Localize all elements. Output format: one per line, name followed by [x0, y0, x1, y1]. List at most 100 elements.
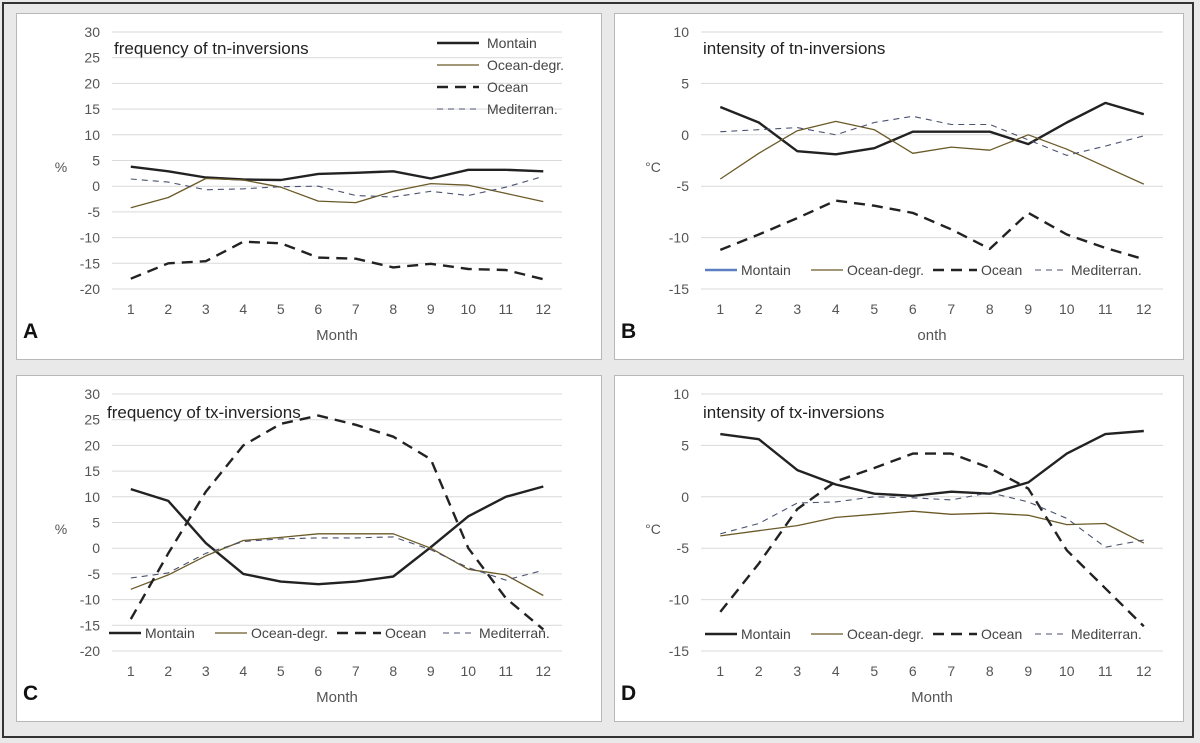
x-tick-label: 9 — [427, 301, 435, 317]
chart-title: intensity of tx-inversions — [703, 403, 884, 422]
x-tick-label: 6 — [314, 663, 322, 679]
panel-label: C — [23, 682, 38, 705]
panel-label: A — [23, 320, 38, 343]
x-tick-label: 10 — [460, 301, 476, 317]
x-tick-label: 12 — [535, 663, 551, 679]
y-tick-label: 30 — [84, 24, 100, 40]
legend-label: Ocean — [981, 626, 1022, 642]
x-tick-label: 7 — [352, 301, 360, 317]
y-axis-label: % — [55, 521, 67, 537]
x-tick-label: 10 — [1059, 663, 1075, 679]
panel-label: B — [621, 320, 636, 343]
legend-label: Mediterran. — [479, 625, 550, 641]
x-tick-label: 8 — [389, 663, 397, 679]
y-tick-label: 5 — [92, 153, 100, 169]
x-tick-label: 2 — [164, 663, 172, 679]
x-tick-label: 10 — [460, 663, 476, 679]
y-tick-label: 10 — [673, 24, 689, 40]
legend-label: Ocean-degr. — [251, 625, 328, 641]
series-line-montain — [719, 101, 1145, 156]
panel-c: 30 25 20 15 10 5 0 -5 -10 -15 -20 1 2 3 4 5 6 7 8 9 10 11 12 Mo… — [16, 375, 602, 722]
legend-label: Montain — [145, 625, 195, 641]
x-tick-label: 2 — [164, 301, 172, 317]
panel-b: 10 5 0 -5 -10 -15 1 2 3 4 5 6 7 8 9 10 11 12 onth °C intensi… — [614, 13, 1184, 360]
x-tick-label: 9 — [1024, 301, 1032, 317]
chart-title: intensity of tn-inversions — [703, 39, 885, 58]
y-tick-label: 0 — [681, 489, 689, 505]
x-tick-label: 7 — [947, 301, 955, 317]
series-line-ocean — [130, 240, 544, 281]
panel-d: 10 5 0 -5 -10 -15 1 2 3 4 5 6 7 8 9 10 11 12 Month °C intens… — [614, 375, 1184, 722]
x-tick-label: 9 — [427, 663, 435, 679]
x-tick-label: 12 — [535, 301, 551, 317]
legend-label: Ocean-degr. — [847, 626, 924, 642]
y-tick-label: 0 — [92, 178, 100, 194]
y-tick-label: 30 — [84, 386, 100, 402]
y-tick-label: 5 — [92, 515, 100, 531]
x-tick-label: 8 — [389, 301, 397, 317]
x-tick-label: 11 — [498, 663, 513, 679]
legend-label: Mediterran. — [1071, 626, 1142, 642]
x-tick-label: 5 — [277, 663, 285, 679]
legend-label: Montain — [741, 626, 791, 642]
y-axis-label: °C — [645, 159, 661, 175]
legend-label: Ocean — [385, 625, 426, 641]
y-tick-label: 10 — [673, 386, 689, 402]
x-tick-label: 1 — [716, 301, 724, 317]
x-tick-label: 4 — [832, 663, 840, 679]
x-tick-label: 5 — [870, 301, 878, 317]
x-tick-label: 6 — [909, 663, 917, 679]
y-tick-label: 10 — [84, 127, 100, 143]
series-line-mediterran — [130, 536, 544, 581]
x-tick-label: 2 — [755, 663, 763, 679]
series-line-montain — [130, 165, 544, 182]
y-tick-label: -10 — [669, 230, 689, 246]
y-tick-label: -15 — [669, 281, 689, 297]
x-tick-label: 1 — [127, 301, 135, 317]
chart-title: frequency of tn-inversions — [114, 39, 309, 58]
y-tick-label: -10 — [80, 592, 100, 608]
x-axis-label: onth — [917, 327, 946, 344]
series-line-ocean-degr — [719, 120, 1145, 185]
x-tick-label: 3 — [793, 301, 801, 317]
y-tick-label: -10 — [669, 592, 689, 608]
series-line-ocean — [719, 199, 1145, 261]
x-tick-label: 6 — [909, 301, 917, 317]
legend-label: Ocean-degr. — [847, 262, 924, 278]
series-line-ocean — [719, 452, 1145, 628]
y-tick-label: -10 — [80, 230, 100, 246]
y-axis-label: °C — [645, 521, 661, 537]
x-tick-label: 11 — [498, 301, 513, 317]
x-axis-label: Month — [316, 327, 358, 344]
series-line-mediterran — [130, 175, 544, 198]
legend-label: Montain — [741, 262, 791, 278]
legend-label: Mediterran. — [1071, 262, 1142, 278]
x-tick-label: 9 — [1024, 663, 1032, 679]
y-tick-label: -15 — [80, 617, 100, 633]
y-tick-label: 20 — [84, 75, 100, 91]
y-tick-label: -15 — [669, 643, 689, 659]
y-tick-label: -20 — [80, 281, 100, 297]
series-line-montain — [720, 429, 1144, 498]
x-tick-label: 4 — [239, 301, 247, 317]
x-tick-label: 8 — [986, 301, 994, 317]
x-tick-label: 6 — [314, 301, 322, 317]
x-tick-label: 3 — [793, 663, 801, 679]
x-tick-label: 10 — [1059, 301, 1075, 317]
y-tick-label: 15 — [84, 463, 100, 479]
y-tick-label: 0 — [92, 540, 100, 556]
series-line-mediterran — [720, 492, 1144, 548]
y-tick-label: 10 — [84, 489, 100, 505]
y-tick-label: 5 — [681, 437, 689, 453]
y-tick-label: 25 — [84, 50, 100, 66]
y-tick-label: 25 — [84, 412, 100, 428]
x-tick-label: 4 — [832, 301, 840, 317]
y-tick-label: 20 — [84, 437, 100, 453]
x-tick-label: 7 — [947, 663, 955, 679]
x-tick-label: 7 — [352, 663, 360, 679]
